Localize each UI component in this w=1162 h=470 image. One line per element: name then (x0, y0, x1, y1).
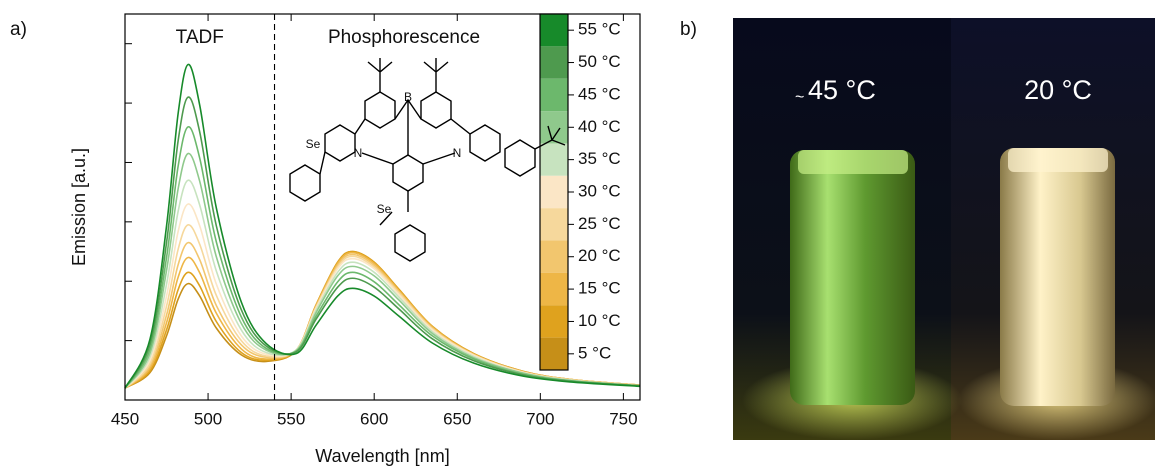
plot: TADF Phosphorescence Se B N N Se 450 500 550 600 65… (69, 13, 641, 466)
legend-swatch (540, 337, 568, 370)
ring (289, 164, 321, 202)
annotation: Phosphorescence (328, 27, 480, 48)
spectrum-line (124, 96, 641, 389)
vial-neck (798, 150, 908, 174)
annotation: TADF (176, 27, 224, 48)
ring (392, 154, 424, 192)
vial (1000, 148, 1115, 406)
legend-label: 10 °C (578, 311, 621, 330)
legend-label: 20 °C (578, 246, 621, 265)
atom-label: N (354, 146, 363, 160)
ring (469, 124, 501, 162)
axes-frame (124, 13, 641, 401)
x-tick-label: 500 (194, 409, 222, 428)
x-tick-label: 750 (609, 409, 637, 428)
vial (790, 150, 915, 405)
x-tick-label: 550 (277, 409, 305, 428)
legend-label: 40 °C (578, 117, 621, 136)
y-axis-label: Emission [a.u.] (69, 148, 89, 266)
x-tick-label: 700 (526, 409, 554, 428)
legend-swatch (540, 46, 568, 79)
photo-label: ~ (795, 89, 804, 106)
legend-swatch (540, 208, 568, 241)
x-tick-label: 650 (443, 409, 471, 428)
x-axis-label: Wavelength [nm] (315, 446, 449, 466)
legend-label: 15 °C (578, 279, 621, 298)
legend-swatch (540, 111, 568, 144)
photo-label: 20 °C (1024, 75, 1092, 105)
legend-label: 45 °C (578, 84, 621, 103)
bonds (319, 58, 566, 226)
legend-label: 30 °C (578, 181, 621, 200)
legend-swatch (540, 143, 568, 176)
panel-label: b) (680, 19, 697, 40)
legend-label: 25 °C (578, 214, 621, 233)
ring (420, 91, 452, 129)
vial-neck (1008, 148, 1108, 172)
legend-swatch (540, 78, 568, 112)
photo-label: 45 °C (808, 75, 876, 105)
legend-swatch (540, 272, 568, 306)
legend-label: 35 °C (578, 149, 621, 168)
legend-label: 5 °C (578, 343, 611, 362)
photo: ~ 45 °C 20 °C (733, 18, 1158, 440)
legend-swatch (540, 175, 568, 209)
x-tick-label: 600 (360, 409, 388, 428)
ring (394, 224, 426, 262)
atom-label: B (404, 90, 412, 104)
atom-label: N (453, 146, 462, 160)
legend-swatch (540, 14, 568, 47)
atom-label: Se (377, 202, 392, 216)
spectrum-line (124, 63, 641, 389)
atom-label: Se (306, 137, 321, 151)
legend-label: 55 °C (578, 20, 621, 39)
x-tick-label: 450 (111, 409, 139, 428)
ring (504, 139, 536, 177)
molecule (289, 58, 566, 262)
panel-label: a) (10, 19, 27, 40)
ring (324, 124, 356, 162)
legend-frame (539, 13, 569, 371)
legend-swatch (540, 240, 568, 273)
ring (364, 91, 396, 129)
legend-label: 50 °C (578, 52, 621, 71)
legend-swatch (540, 305, 568, 338)
